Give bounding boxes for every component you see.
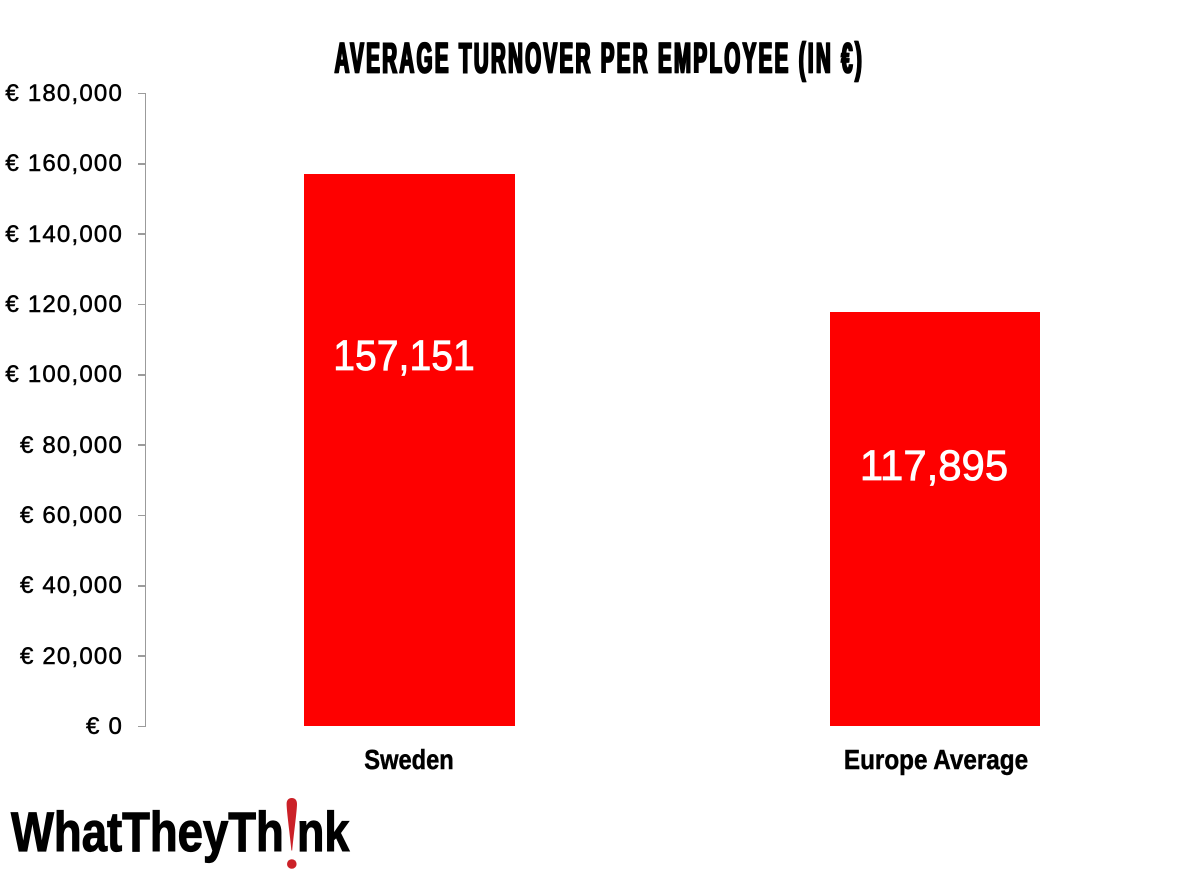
svg-text:AVERAGE TURNOVER PER EMPLOYEE: AVERAGE TURNOVER PER EMPLOYEE (IN €) — [334, 35, 864, 82]
svg-text:AVERAGE TURNOVER PER EMPLOYEE: AVERAGE TURNOVER PER EMPLOYEE (IN €) — [335, 35, 865, 82]
